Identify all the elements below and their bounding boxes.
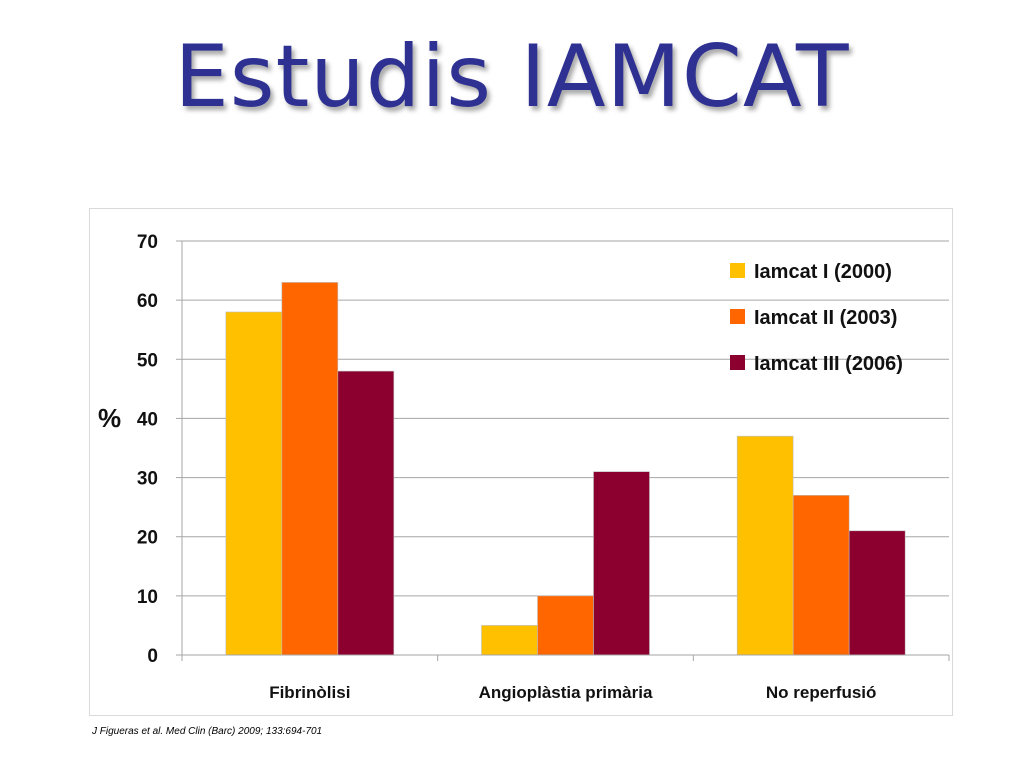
y-tick-label: 30 [137,469,158,490]
x-category-label: Fibrinòlisi [269,683,350,702]
y-tick-label: 50 [137,350,158,371]
chart-area: 0 10 20 30 40 50 60 70% Fibrinòlisi Angioplàstia … [89,208,953,716]
bar [281,282,339,656]
legend-label: Iamcat I (2000) [754,261,892,283]
legend-swatch [730,355,745,370]
slide-title: Estudis IAMCAT [174,27,850,127]
bar [593,471,650,656]
y-axis-label: % [98,403,121,433]
x-category-label: No reperfusió [766,683,877,702]
y-tick-label: 40 [137,409,158,430]
y-tick-label: 0 [147,646,158,667]
bar-chart: 0 10 20 30 40 50 60 70% Fibrinòlisi Angioplàstia … [98,232,950,702]
legend-label: Iamcat III (2006) [754,353,903,375]
y-tick-label: 20 [137,528,158,549]
bar [792,495,850,656]
y-tick-label: 70 [137,232,158,253]
citation: J Figueras et al. Med Clin (Barc) 2009; … [92,726,323,737]
bar [481,625,538,656]
legend-swatch [730,263,745,278]
legend-label: Iamcat II (2003) [754,307,897,329]
bar [848,530,906,656]
bar [537,595,594,656]
y-tick-label: 10 [137,587,158,608]
x-category-label: Angioplàstia primària [479,683,653,702]
bar [337,370,395,656]
bar [736,435,794,656]
y-tick-label: 60 [137,291,158,312]
legend-swatch [730,309,745,324]
bar [225,311,283,656]
